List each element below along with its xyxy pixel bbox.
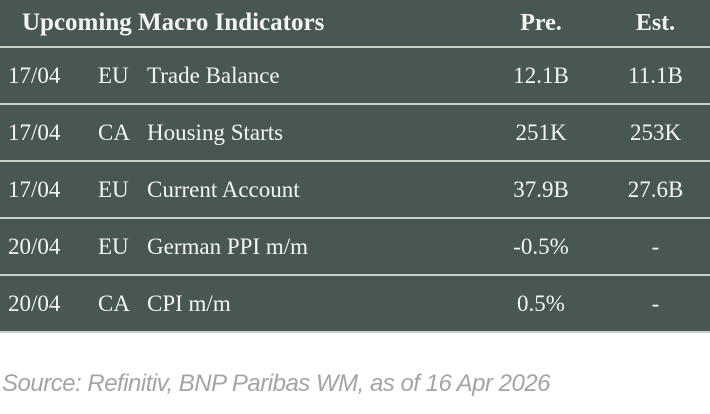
date-cell: 17/04 <box>8 62 61 88</box>
macro-indicators-table: Upcoming Macro Indicators Pre. Est. 17/0… <box>0 0 710 333</box>
table-row: 20/04 CA CPI m/m 0.5% - <box>0 274 710 331</box>
table-row: 17/04 CA Housing Starts 251K 253K <box>0 103 710 160</box>
region-cell: CA <box>98 119 130 145</box>
table-title: Upcoming Macro Indicators <box>22 9 325 36</box>
previous-value-cell: 251K <box>515 119 567 145</box>
column-header-est: Est. <box>635 9 676 36</box>
table-row: 20/04 EU German PPI m/m -0.5% - <box>0 217 710 274</box>
region-cell: CA <box>98 290 130 316</box>
estimate-value-cell: 253K <box>629 119 682 145</box>
table-row: 17/04 EU Current Account 37.9B 27.6B <box>0 160 710 217</box>
date-cell: 20/04 <box>8 290 61 316</box>
column-header-pre: Pre. <box>520 9 562 36</box>
date-cell: 17/04 <box>8 119 61 145</box>
table-header-row: Upcoming Macro Indicators Pre. Est. <box>0 0 710 46</box>
previous-value-cell: 0.5% <box>517 290 565 316</box>
region-cell: EU <box>98 62 129 88</box>
previous-value-cell: -0.5% <box>513 233 569 259</box>
estimate-value-cell: - <box>651 290 660 316</box>
region-cell: EU <box>98 176 129 202</box>
previous-value-cell: 12.1B <box>513 62 569 88</box>
previous-value-cell: 37.9B <box>513 176 569 202</box>
source-note: Source: Refinitiv, BNP Paribas WM, as of… <box>2 370 551 397</box>
indicator-cell: CPI m/m <box>147 290 231 316</box>
region-cell: EU <box>98 233 129 259</box>
table-row: 17/04 EU Trade Balance 12.1B 11.1B <box>0 46 710 103</box>
date-cell: 20/04 <box>8 233 61 259</box>
indicator-cell: Trade Balance <box>147 62 280 88</box>
estimate-value-cell: 27.6B <box>627 176 684 202</box>
date-cell: 17/04 <box>8 176 61 202</box>
indicator-cell: German PPI m/m <box>147 233 308 259</box>
indicator-cell: Current Account <box>147 176 300 202</box>
estimate-value-cell: 11.1B <box>628 62 683 88</box>
indicator-cell: Housing Starts <box>147 119 284 145</box>
estimate-value-cell: - <box>651 233 660 259</box>
